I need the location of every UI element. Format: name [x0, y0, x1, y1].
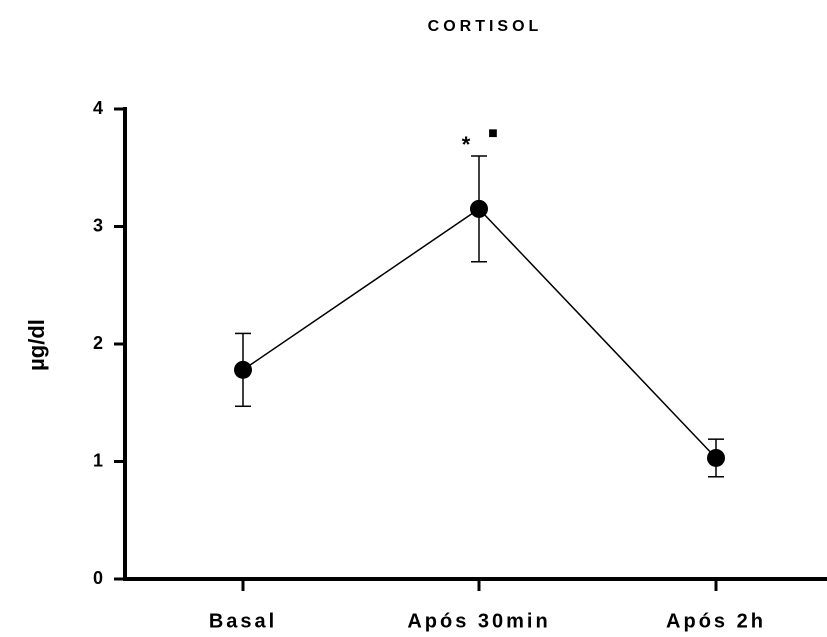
- annotation: *: [462, 132, 471, 157]
- annotation: ■: [488, 125, 498, 142]
- data-point: [234, 360, 252, 379]
- y-tick-label: 4: [93, 98, 103, 118]
- data-point: [707, 448, 725, 467]
- x-tick-label: Após 2h: [666, 610, 766, 632]
- data-point: [470, 199, 488, 218]
- x-tick-label: Após 30min: [407, 610, 550, 632]
- y-axis-label: µg/dl: [24, 319, 49, 371]
- y-tick-label: 0: [93, 568, 103, 588]
- x-tick-label: Basal: [209, 610, 277, 632]
- y-tick-label: 2: [93, 333, 103, 353]
- y-tick-label: 1: [93, 450, 103, 470]
- y-tick-label: 3: [93, 215, 103, 235]
- chart-title: CORTISOL: [428, 18, 543, 35]
